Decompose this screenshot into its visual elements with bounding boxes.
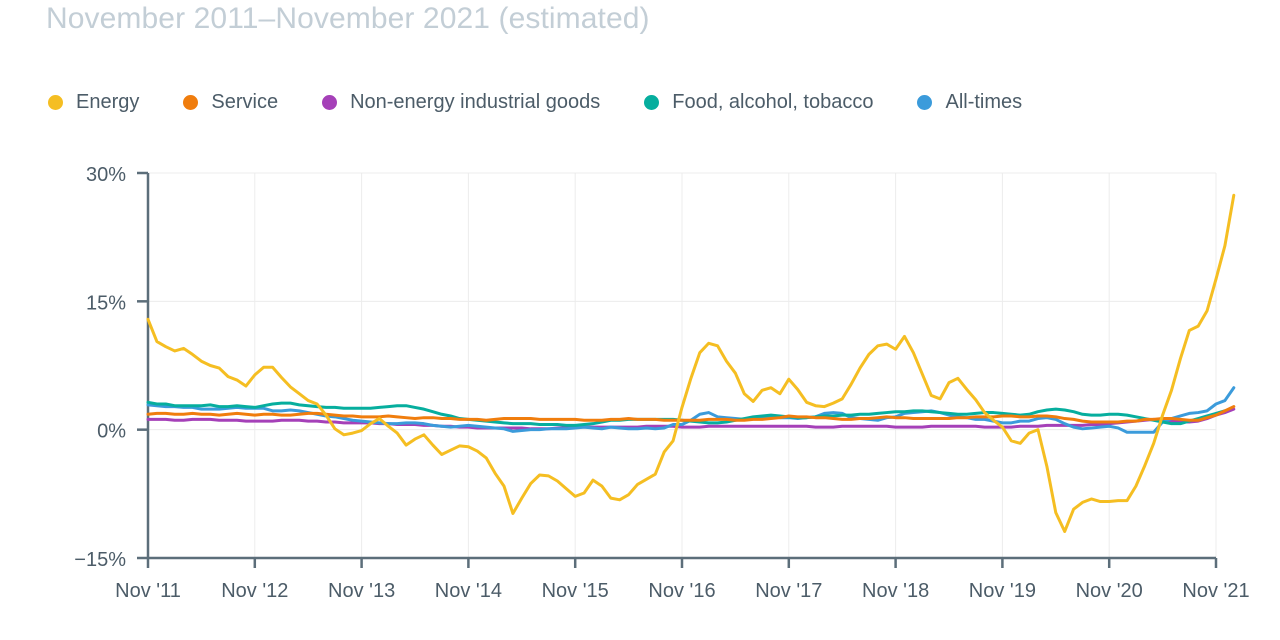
gridlines — [147, 172, 1217, 559]
chart-legend: Energy Service Non-energy industrial goo… — [48, 92, 1022, 112]
x-axis-tick-label: Nov '16 — [648, 580, 715, 602]
legend-item-service[interactable]: Service — [183, 92, 278, 112]
legend-label: Non-energy industrial goods — [350, 91, 601, 113]
dot-icon — [48, 94, 63, 110]
x-axis-tick-label: Nov '21 — [1182, 580, 1249, 602]
y-tick-marks — [137, 171, 148, 560]
legend-label: Food, alcohol, tobacco — [672, 91, 874, 113]
data-series-group — [146, 193, 1236, 533]
x-axis-tick-label: Nov '17 — [755, 580, 822, 602]
legend-label: Service — [211, 91, 279, 113]
y-axis-labels: 30% 15% 0% −15% — [74, 164, 126, 571]
legend-label: All-times — [945, 91, 1023, 113]
y-axis-tick-label: −15% — [74, 549, 126, 571]
y-axis-tick-label: 15% — [86, 292, 126, 314]
dot-icon — [644, 94, 660, 110]
x-axis-tick-label: Nov '12 — [221, 580, 288, 602]
x-axis-tick-label: Nov '11 — [115, 580, 181, 602]
x-axis-tick-label: Nov '13 — [328, 580, 395, 602]
x-axis-tick-label: Nov '20 — [1076, 580, 1143, 602]
dot-icon — [917, 94, 933, 110]
axis-lines — [146, 173, 1216, 560]
legend-item-food-alcohol-tobacco[interactable]: Food, alcohol, tobacco — [644, 92, 873, 112]
line-chart-svg: 30%15%0%−15% Nov '11 Nov '12 Nov '13 Nov '1… — [74, 164, 1249, 602]
series-line-energy[interactable] — [146, 193, 1236, 533]
legend-item-non-energy-industrial-goods[interactable]: Non-energy industrial goods — [322, 92, 600, 112]
legend-label: Energy — [76, 91, 140, 113]
dot-icon — [183, 94, 199, 110]
legend-item-energy[interactable]: Energy — [48, 92, 139, 112]
y-axis-tick-label: 0% — [97, 421, 126, 443]
x-axis-tick-label: Nov '19 — [969, 580, 1036, 602]
plot-area: 30% 15% 0% −15% Nov '11 Nov '12 Nov '13 Nov '1… — [0, 150, 1280, 640]
dot-icon — [322, 94, 338, 110]
x-axis-labels: Nov '11 Nov '12 Nov '13 Nov '14 Nov '15 Nov '… — [115, 580, 1249, 602]
x-axis-tick-label: Nov '14 — [435, 580, 502, 602]
x-axis-tick-label: Nov '18 — [862, 580, 929, 602]
x-axis-tick-label: Nov '15 — [542, 580, 609, 602]
chart-title: November 2011–November 2021 (estimated) — [46, 2, 650, 35]
series-line-service[interactable] — [146, 405, 1236, 424]
legend-item-all-times[interactable]: All-times — [917, 92, 1022, 112]
y-axis-tick-label: 30% — [86, 164, 126, 186]
x-tick-marks — [146, 558, 1218, 568]
